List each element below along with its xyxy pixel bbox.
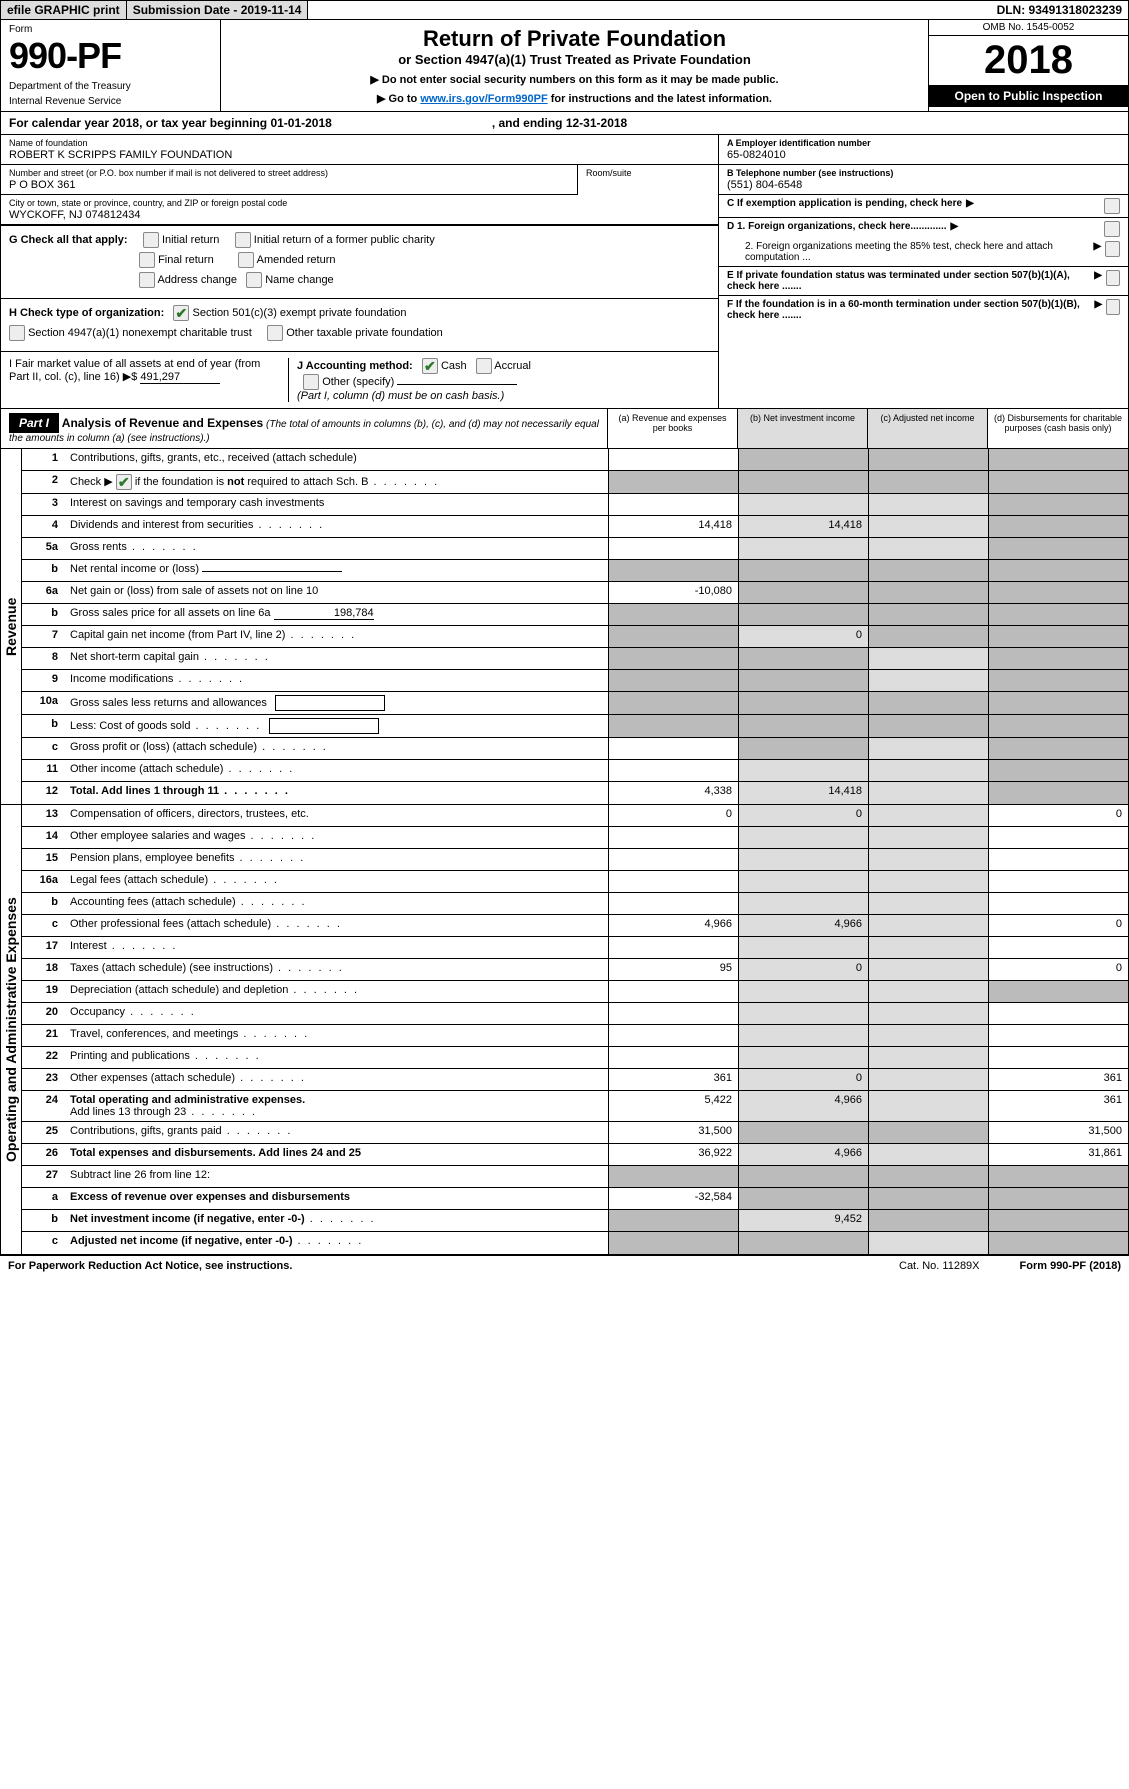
arrow-icon: ▶ [966,198,974,209]
room-cell: Room/suite [578,165,718,195]
revenue-table: Revenue 1Contributions, gifts, grants, e… [0,449,1129,805]
f-60month: F If the foundation is in a 60-month ter… [719,296,1128,324]
dln: DLN: 93491318023239 [991,1,1128,19]
pra-notice: For Paperwork Reduction Act Notice, see … [8,1260,292,1272]
j-accounting: J Accounting method: Cash Accrual Other … [289,358,710,402]
chk-d1[interactable] [1104,221,1120,237]
chk-501c3[interactable] [173,305,189,321]
part1-title-cell: Part I Analysis of Revenue and Expenses … [1,409,608,448]
top-bar: efile GRAPHIC print Submission Date - 20… [0,0,1129,20]
e-terminated: E If private foundation status was termi… [719,267,1128,296]
chk-other-method[interactable] [303,374,319,390]
header-right: OMB No. 1545-0052 2018 Open to Public In… [928,20,1128,111]
h-checks: H Check type of organization: Section 50… [1,298,718,351]
c-exemption: C If exemption application is pending, c… [719,195,1128,218]
form-header: Form 990-PF Department of the Treasury I… [0,20,1129,112]
dept-line2: Internal Revenue Service [9,96,212,107]
info-left: Name of foundation ROBERT K SCRIPPS FAMI… [1,135,718,408]
expenses-body: 13Compensation of officers, directors, t… [22,805,1128,1254]
d-foreign: D 1. Foreign organizations, check here..… [719,218,1128,267]
note-link: ▶ Go to www.irs.gov/Form990PF for instru… [227,92,922,105]
chk-d2[interactable] [1105,241,1120,257]
form-ref: Form 990-PF (2018) [1020,1260,1121,1272]
chk-other-taxable[interactable] [267,325,283,341]
form-title: Return of Private Foundation [227,26,922,52]
col-b-header: (b) Net investment income [738,409,868,448]
tel-cell: B Telephone number (see instructions) (5… [719,165,1128,195]
col-c-header: (c) Adjusted net income [868,409,988,448]
chk-cash[interactable] [422,358,438,374]
expenses-side-label: Operating and Administrative Expenses [1,805,22,1254]
chk-e[interactable] [1106,270,1120,286]
part1-badge: Part I [9,413,59,433]
chk-f[interactable] [1106,299,1120,315]
chk-amended-return[interactable] [238,252,254,268]
tax-year: 2018 [929,36,1128,85]
form-word: Form [9,24,212,35]
g-checks: G Check all that apply: Initial return I… [1,225,718,298]
address-cell: Number and street (or P.O. box number if… [1,165,578,195]
calendar-year-row: For calendar year 2018, or tax year begi… [0,112,1129,135]
info-block: Name of foundation ROBERT K SCRIPPS FAMI… [0,135,1129,409]
header-left: Form 990-PF Department of the Treasury I… [1,20,221,111]
header-center: Return of Private Foundation or Section … [221,20,928,111]
form-number: 990-PF [9,35,212,77]
col-d-header: (d) Disbursements for charitable purpose… [988,409,1128,448]
dept-line1: Department of the Treasury [9,81,212,92]
omb-number: OMB No. 1545-0052 [929,20,1128,36]
chk-final-return[interactable] [139,252,155,268]
footer: For Paperwork Reduction Act Notice, see … [0,1255,1129,1276]
cat-no: Cat. No. 11289X [899,1260,980,1272]
submission-date: Submission Date - 2019-11-14 [127,1,309,19]
efile-print-button[interactable]: efile GRAPHIC print [1,1,127,19]
city-cell: City or town, state or province, country… [1,195,718,225]
revenue-body: 1Contributions, gifts, grants, etc., rec… [22,449,1128,804]
foundation-name-cell: Name of foundation ROBERT K SCRIPPS FAMI… [1,135,718,165]
i-fmv: I Fair market value of all assets at end… [9,358,289,402]
i-j-row: I Fair market value of all assets at end… [1,351,718,408]
chk-name-change[interactable] [246,272,262,288]
chk-initial-former[interactable] [235,232,251,248]
fmv-value: 491,297 [140,371,220,384]
irs-link[interactable]: www.irs.gov/Form990PF [420,93,547,105]
col-a-header: (a) Revenue and expenses per books [608,409,738,448]
note-ssn: ▶ Do not enter social security numbers o… [227,73,922,86]
part1-header: Part I Analysis of Revenue and Expenses … [0,409,1129,449]
open-public: Open to Public Inspection [929,85,1128,107]
ein-cell: A Employer identification number 65-0824… [719,135,1128,165]
chk-initial-return[interactable] [143,232,159,248]
chk-sch-b[interactable] [116,474,132,490]
chk-4947[interactable] [9,325,25,341]
revenue-side-label: Revenue [1,449,22,804]
chk-c[interactable] [1104,198,1120,214]
info-right: A Employer identification number 65-0824… [718,135,1128,408]
form-subtitle: or Section 4947(a)(1) Trust Treated as P… [227,52,922,67]
chk-accrual[interactable] [476,358,492,374]
chk-address-change[interactable] [139,272,155,288]
expenses-table: Operating and Administrative Expenses 13… [0,805,1129,1255]
